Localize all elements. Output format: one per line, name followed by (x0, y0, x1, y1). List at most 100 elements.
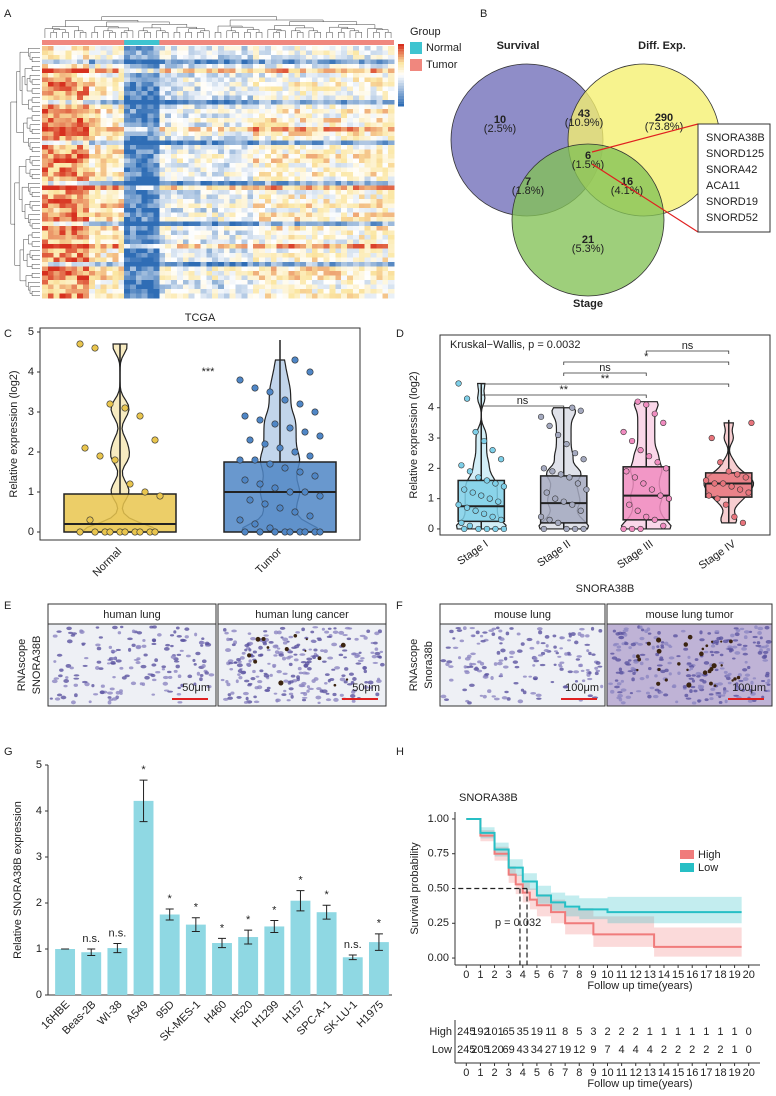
heatmap-cell (182, 95, 189, 101)
heatmap-cell (212, 253, 219, 258)
nucleus (691, 701, 697, 705)
heatmap-cell (71, 109, 78, 114)
nucleus (514, 665, 520, 669)
heatmap-cell (352, 212, 360, 218)
heatmap-cell (335, 109, 342, 114)
point (711, 480, 718, 487)
heatmap-cell (335, 104, 342, 110)
heatmap-cell (388, 172, 395, 177)
heatmap-cell (376, 266, 383, 272)
heatmap-cell (270, 208, 277, 213)
heatmap-cell (247, 176, 254, 182)
heatmap-cell (347, 95, 354, 101)
heatmap-cell (311, 77, 319, 83)
heatmap-cell (53, 50, 60, 56)
error-bar (87, 948, 96, 956)
heatmap-cell (135, 226, 143, 231)
heatmap-cell (306, 185, 313, 191)
heatmap-cell (141, 248, 148, 254)
nucleus (95, 665, 100, 670)
heatmap-cell (112, 167, 119, 173)
heatmap-cell (335, 284, 342, 290)
heatmap-cell (124, 289, 131, 294)
heatmap-cell (200, 113, 207, 119)
heatmap-cell (188, 77, 195, 83)
nucleus (115, 648, 121, 652)
nucleus (370, 651, 375, 654)
heatmap-cell (53, 140, 60, 146)
heatmap-cell (159, 163, 166, 168)
heatmap-cell (106, 280, 113, 285)
heatmap-cell (311, 95, 319, 101)
heatmap-cell (106, 73, 113, 78)
heatmap-cell (112, 136, 119, 141)
heatmap-cell (370, 163, 377, 168)
heatmap-cell (370, 127, 377, 132)
heatmap-cell (124, 284, 131, 290)
heatmap-cell (294, 235, 301, 240)
nucleus (151, 663, 157, 667)
nucleus (98, 636, 103, 639)
heatmap-cell (141, 262, 148, 267)
heatmap-cell (200, 154, 207, 159)
heatmap-cell (311, 50, 319, 56)
point (291, 356, 299, 364)
heatmap-cell (352, 122, 360, 128)
row-label: RNAscope (16, 639, 28, 692)
heatmap-cell (376, 230, 383, 236)
point (645, 453, 653, 460)
heatmap-cell (294, 55, 301, 60)
heatmap-cell (124, 127, 131, 132)
heatmap-cell (335, 239, 342, 245)
heatmap-cell (223, 190, 231, 195)
heatmap-cell (241, 50, 248, 56)
heatmap-cell (341, 266, 348, 272)
heatmap-cell (323, 284, 330, 290)
nucleus (567, 670, 573, 674)
x-tick-label: Tumor (254, 545, 285, 576)
heatmap-cell (288, 271, 295, 276)
nucleus (135, 661, 141, 665)
heatmap-cell (235, 226, 242, 231)
heatmap-cell (247, 59, 254, 65)
heatmap-cell (77, 262, 84, 267)
heatmap-cell (300, 289, 307, 294)
heatmap-cell (382, 172, 389, 177)
heatmap-cell (247, 239, 254, 245)
heatmap-cell (288, 275, 295, 281)
heatmap-cell (311, 266, 319, 272)
nucleus (338, 630, 345, 635)
heatmap-cell (100, 64, 107, 69)
heatmap-cell (165, 194, 172, 200)
heatmap-cell (311, 190, 319, 195)
heatmap-cell (323, 167, 330, 173)
nucleus (536, 640, 540, 645)
heatmap-cell (317, 118, 324, 123)
heatmap-cell (206, 158, 213, 164)
heatmap-cell (382, 221, 389, 227)
heatmap-cell (259, 239, 266, 245)
heatmap-cell (382, 194, 389, 200)
heatmap-cell (376, 190, 383, 195)
nucleus (338, 653, 344, 657)
point (291, 508, 299, 516)
heatmap-cell (77, 154, 84, 159)
heatmap-cell (165, 50, 172, 56)
heatmap-cell (382, 109, 389, 114)
heatmap-cell (77, 257, 84, 263)
heatmap-cell (206, 235, 213, 240)
heatmap-cell (341, 262, 348, 267)
bar (212, 943, 232, 995)
heatmap-cell (118, 50, 125, 56)
heatmap-cell (83, 127, 90, 132)
point (663, 465, 670, 472)
heatmap-cell (94, 100, 101, 105)
point (620, 428, 627, 436)
heatmap-cell (206, 203, 213, 209)
heatmap-cell (194, 244, 201, 249)
heatmap-cell (370, 109, 377, 114)
heatmap-cell (171, 136, 178, 141)
heatmap-cell (118, 149, 125, 155)
heatmap-cell (264, 253, 272, 258)
nucleus (711, 653, 715, 657)
